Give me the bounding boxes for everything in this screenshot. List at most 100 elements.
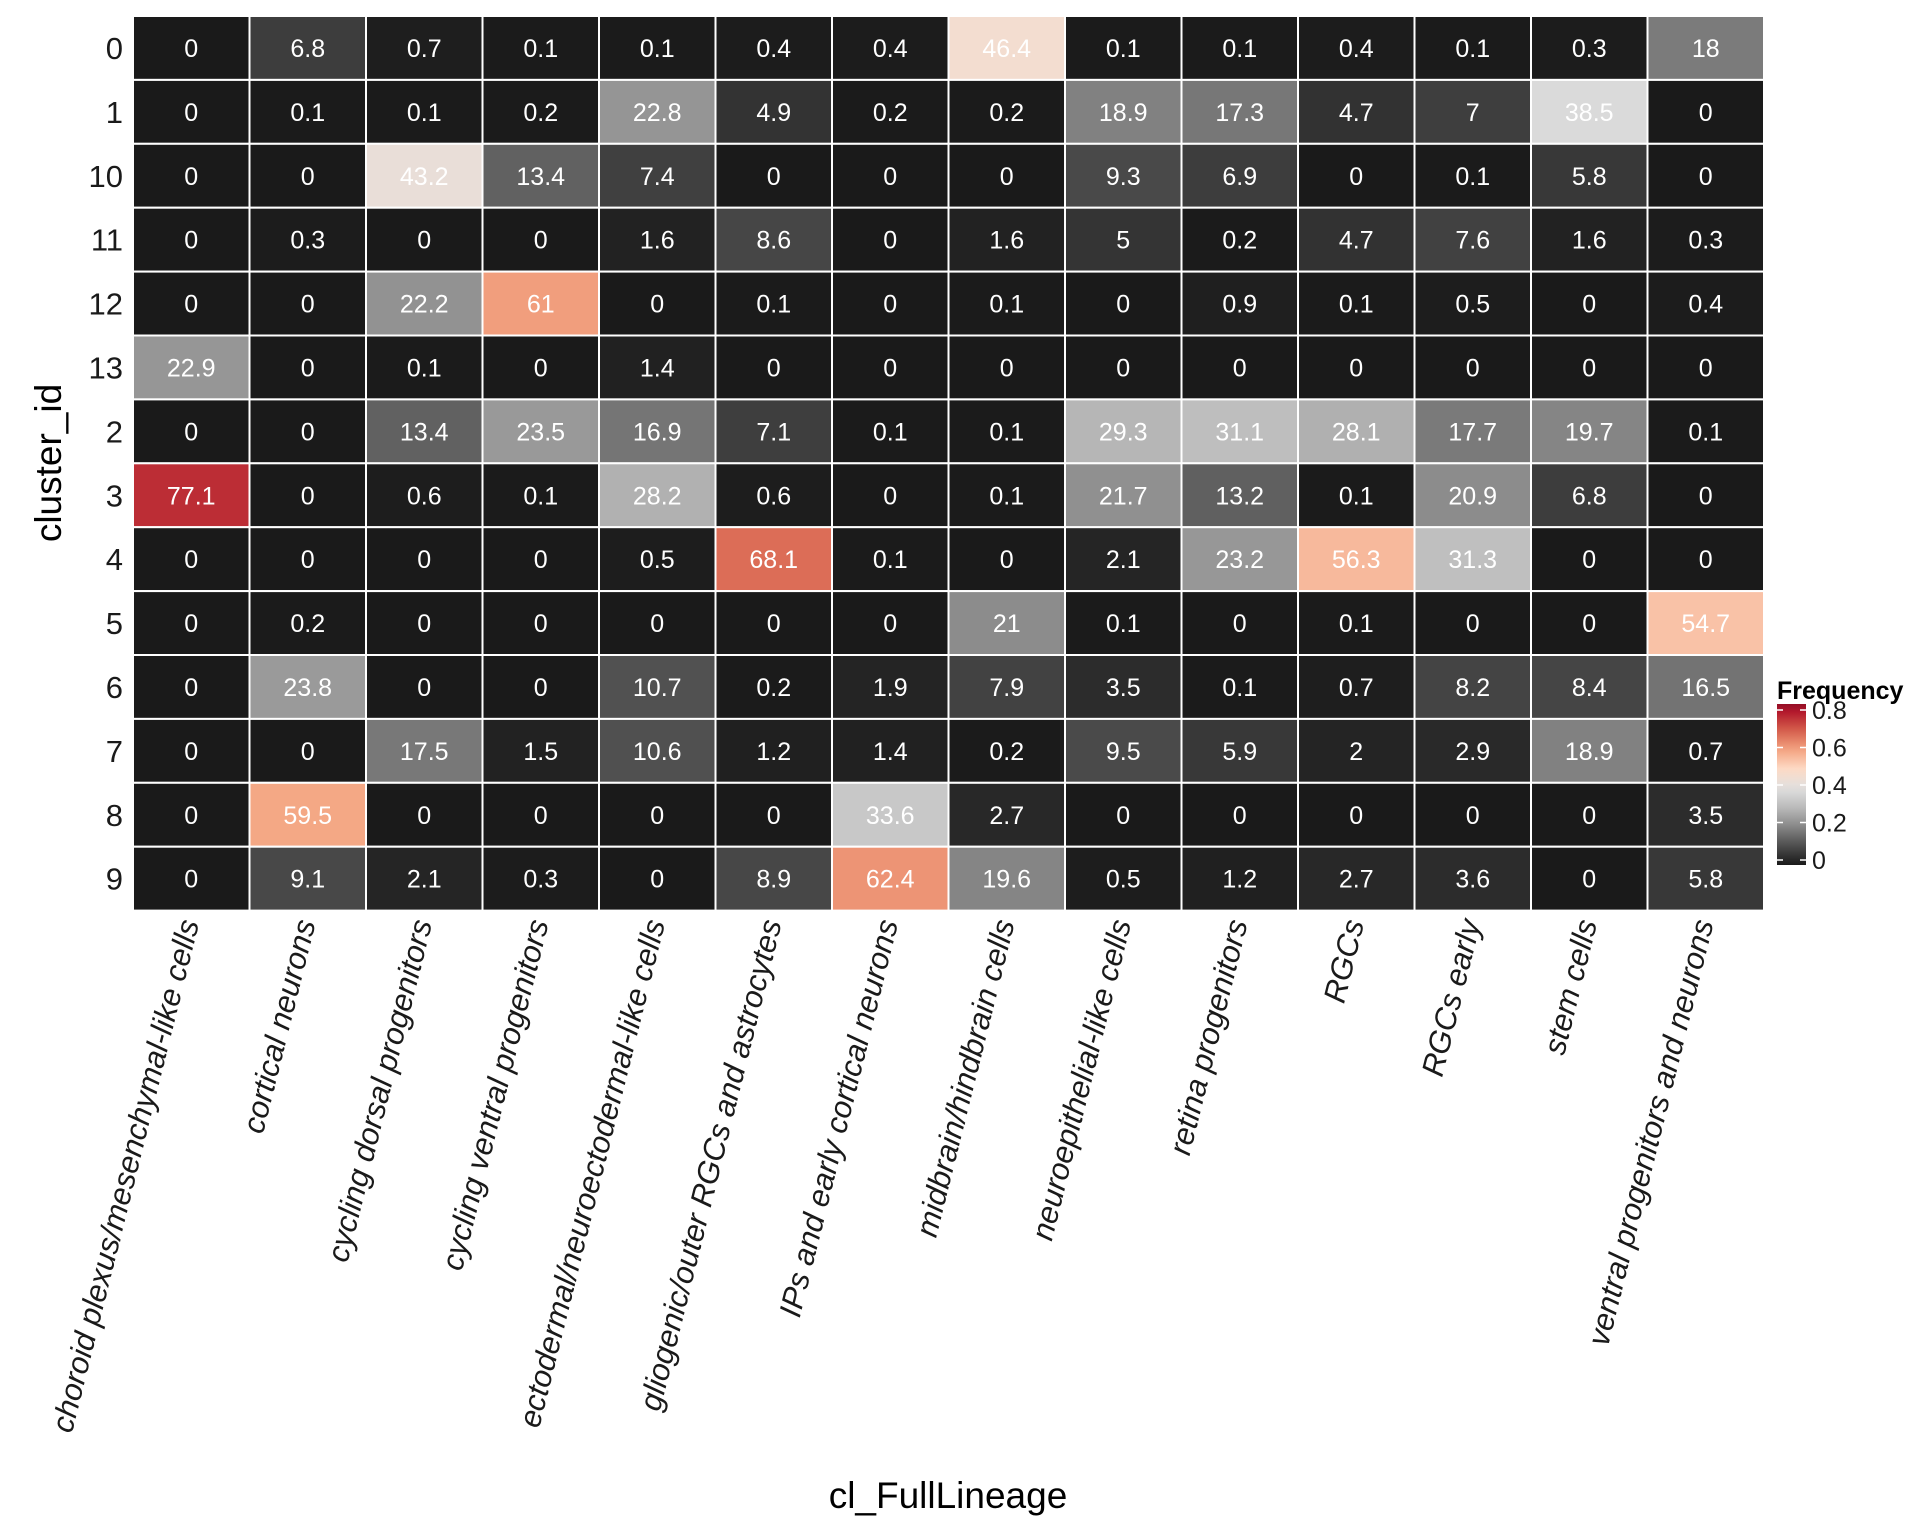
- cell-value-label: 0.4: [1688, 291, 1723, 319]
- cell-value-label: 0.2: [290, 610, 325, 638]
- heatmap-cell: [947, 15, 1066, 81]
- cell-value-label: 0: [1699, 546, 1713, 574]
- heatmap-cell: [1646, 142, 1765, 209]
- heatmap-cell: [1646, 78, 1765, 145]
- heatmap-cell: [1180, 462, 1299, 529]
- heatmap-cell: [1646, 845, 1765, 912]
- heatmap-cell: [714, 717, 833, 784]
- heatmap-cell: [248, 717, 367, 784]
- heatmap-cell: [481, 462, 600, 529]
- cell-value-label: 2.7: [989, 802, 1024, 830]
- cell-value-label: 0.7: [1688, 738, 1723, 766]
- cell-value-label: 4.7: [1339, 227, 1374, 255]
- cell-value-label: 0: [1699, 482, 1713, 510]
- y-tick-label: 2: [106, 414, 123, 449]
- x-tick-label: stem cells: [1537, 916, 1604, 1058]
- legend-tick-label: 0.2: [1812, 810, 1847, 838]
- cell-value-label: 0: [184, 674, 198, 702]
- cell-value-label: 7: [1466, 99, 1480, 127]
- cell-value-label: 0: [650, 866, 664, 894]
- legend-ticks: 0 0.2 0.4 0.6 0.8: [1777, 697, 1847, 875]
- cell-value-label: 38.5: [1565, 99, 1614, 127]
- cell-value-label: 0.1: [1339, 610, 1374, 638]
- cell-value-label: 0: [184, 866, 198, 894]
- cell-value-label: 0: [1116, 291, 1130, 319]
- cell-value-label: 0: [1349, 354, 1363, 382]
- cell-value-label: 0: [1466, 354, 1480, 382]
- heatmap-cell: [947, 526, 1066, 593]
- heatmap-cell: [831, 654, 950, 720]
- heatmap-cell: [1413, 590, 1532, 656]
- cell-value-label: 0: [534, 354, 548, 382]
- y-tick-label: 6: [106, 670, 123, 705]
- cell-value-label: 0: [184, 418, 198, 446]
- cell-value-label: 0.2: [756, 674, 791, 702]
- heatmap-cell: [1413, 142, 1532, 209]
- heatmap-cell: [481, 334, 600, 401]
- cell-value-label: 3.6: [1455, 866, 1490, 894]
- cell-value-label: 22.8: [633, 99, 682, 127]
- x-tick-label: ventral progenitors and neurons: [1581, 916, 1721, 1349]
- cell-value-label: 54.7: [1681, 610, 1730, 638]
- cell-value-label: 4.7: [1339, 99, 1374, 127]
- cell-value-label: 0: [301, 354, 315, 382]
- cell-value-label: 0: [184, 227, 198, 255]
- heatmap-cell: [1297, 334, 1416, 401]
- cell-value-label: 10.6: [633, 738, 682, 766]
- heatmap-cell: [714, 78, 833, 145]
- heatmap-cell: [1413, 717, 1532, 784]
- y-tick-label: 3: [106, 478, 123, 513]
- x-axis-title: cl_FullLineage: [829, 1475, 1068, 1516]
- cell-value-label: 0: [417, 674, 431, 702]
- heatmap-cell: [714, 206, 833, 273]
- heatmap-cell: [598, 398, 717, 465]
- heatmap-cell: [1646, 526, 1765, 593]
- cell-value-label: 8.2: [1455, 674, 1490, 702]
- heatmap-cell: [1064, 526, 1183, 593]
- cell-value-label: 0: [1582, 610, 1596, 638]
- cell-value-label: 0: [767, 163, 781, 191]
- cell-value-label: 0.1: [1688, 418, 1723, 446]
- cell-value-label: 61: [527, 291, 555, 319]
- cell-value-label: 0.2: [523, 99, 558, 127]
- y-tick-label: 13: [89, 350, 123, 385]
- cell-value-label: 56.3: [1332, 546, 1381, 574]
- cell-value-label: 0: [1000, 163, 1014, 191]
- cell-value-label: 0: [883, 291, 897, 319]
- color-legend: Frequency 0 0.2 0.4 0.6 0.8: [1777, 677, 1904, 875]
- heatmap-cell: [1297, 398, 1416, 465]
- cell-value-label: 6.8: [290, 35, 325, 63]
- cell-value-label: 0: [1233, 354, 1247, 382]
- heatmap-cell: [1530, 845, 1649, 912]
- heatmap-cell: [1297, 270, 1416, 337]
- heatmap-cell: [831, 462, 950, 529]
- cell-value-label: 0: [767, 610, 781, 638]
- cell-value-label: 0.4: [756, 35, 791, 63]
- y-tick-label: 11: [91, 223, 123, 258]
- cell-value-label: 2.7: [1339, 866, 1374, 894]
- cell-value-label: 9.3: [1106, 163, 1141, 191]
- heatmap-cell: [132, 717, 251, 784]
- heatmap-cell: [1646, 781, 1765, 848]
- cell-value-label: 2.1: [407, 866, 442, 894]
- cell-value-label: 28.1: [1332, 418, 1381, 446]
- heatmap-cell: [365, 654, 484, 720]
- cell-value-label: 5.9: [1222, 738, 1257, 766]
- y-tick-label: 10: [89, 159, 123, 194]
- cell-value-label: 0: [184, 291, 198, 319]
- heatmap-cell: [248, 654, 367, 720]
- cell-value-label: 1.2: [1222, 866, 1257, 894]
- cell-value-label: 17.5: [400, 738, 449, 766]
- heatmap-cell: [132, 206, 251, 273]
- cell-value-label: 20.9: [1448, 482, 1497, 510]
- cell-value-label: 8.4: [1572, 674, 1607, 702]
- x-tick-label: retina progenitors: [1162, 916, 1254, 1159]
- cell-value-label: 5.8: [1688, 866, 1723, 894]
- heatmap-cell: [714, 845, 833, 912]
- heatmap-cell: [831, 398, 950, 465]
- cell-value-label: 16.5: [1681, 674, 1730, 702]
- heatmap-cell: [1530, 398, 1649, 465]
- x-tick-label: RGCs early: [1415, 913, 1488, 1079]
- cell-value-label: 0: [301, 546, 315, 574]
